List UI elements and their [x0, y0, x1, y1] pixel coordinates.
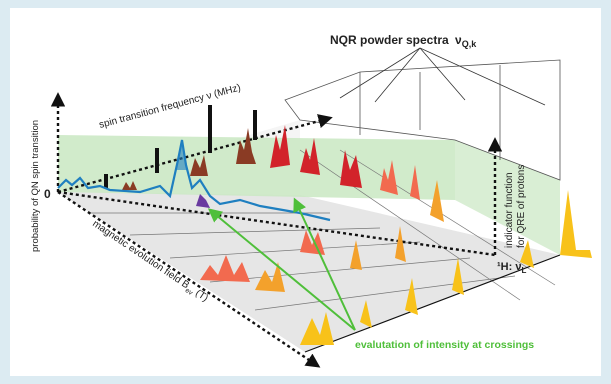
floor-edge: [304, 254, 561, 353]
red-peak-3: [340, 150, 362, 188]
indicator-label-line2: for QRE of protons: [516, 165, 527, 248]
floor-plane: [58, 192, 560, 352]
brown-peak-2: [190, 155, 208, 176]
orange-red-peak-1: [380, 160, 398, 195]
yellow-peak-1: [300, 312, 334, 345]
proton-axis-line: [57, 190, 496, 257]
orange-red-peak-2: [410, 165, 420, 200]
orange-peak-3: [395, 226, 406, 262]
red-peak-1: [270, 125, 290, 168]
orange-peak-4: [430, 180, 444, 222]
probability-axis-label: probability of QN spin transition: [30, 120, 41, 252]
stick-4: [253, 110, 257, 140]
yellow-peak-4: [452, 258, 464, 295]
brown-spectrum: [122, 128, 256, 190]
evaluation-arrow-2: [207, 208, 356, 331]
red-peak-2: [300, 138, 320, 175]
red-spectrum: [270, 125, 362, 188]
origin-label: 0: [44, 187, 51, 201]
floor-grid: [90, 149, 556, 311]
yellow-peak-3: [405, 278, 418, 315]
evaluation-label: evalutation of intensity at crossings: [355, 339, 534, 351]
orange-peak-1: [255, 262, 285, 292]
evaluation-arrow-1: [293, 197, 356, 331]
proton-axis-label: ¹H: νL: [497, 261, 526, 275]
brown-peak-3: [236, 128, 256, 164]
yellow-peak-6: [560, 190, 592, 258]
brown-peak-1: [122, 181, 137, 190]
orange-red-peak-3: [200, 255, 250, 282]
stick-2: [155, 148, 159, 173]
orange-red-spectrum: [200, 160, 420, 282]
orange-peak-2: [350, 240, 362, 270]
orange-red-peak-4: [300, 230, 325, 255]
stick-1: [104, 174, 108, 188]
nqr-pointer-lines: [339, 47, 546, 106]
diagram-title: NQR powder spectra νQ,k: [330, 33, 477, 49]
yellow-peak-5: [520, 240, 534, 268]
indicator-label-line1: indicator function: [504, 172, 515, 248]
stick-3: [208, 105, 212, 153]
yellow-peak-2: [360, 300, 372, 328]
orange-spectrum: [255, 180, 444, 292]
yellow-spectrum: [300, 190, 592, 345]
field-axis: [57, 191, 321, 368]
nqr-sticks: [104, 105, 257, 188]
purple-peak: [196, 194, 210, 208]
green-plane-side: [455, 140, 560, 255]
